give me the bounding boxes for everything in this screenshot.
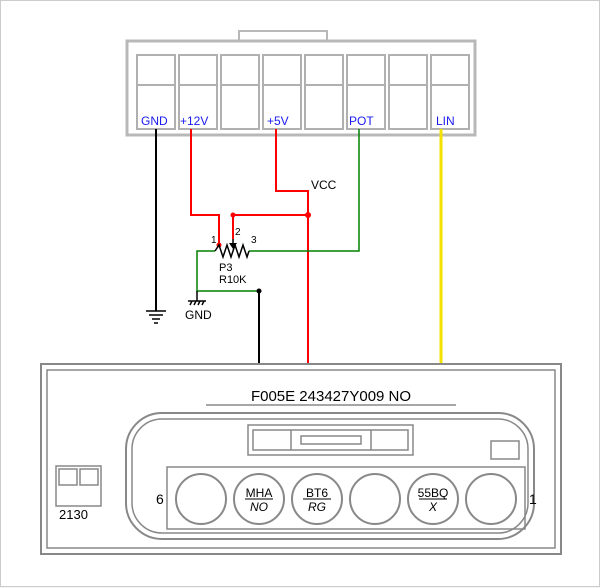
wire-pot-tap xyxy=(233,215,308,239)
pin-index-left: 6 xyxy=(156,491,164,507)
pin2-bot: NO xyxy=(250,500,268,514)
pin-label-pot: POT xyxy=(349,114,374,128)
pot-ref: P3 xyxy=(219,262,232,274)
pot-pin-1: 1 xyxy=(211,235,217,246)
label-vcc: VCC xyxy=(311,178,337,192)
diagram-svg: GND +12V +5V POT LIN VCC 1 2 3 P3 R10K G… xyxy=(1,1,600,588)
pin-label-lin: LIN xyxy=(436,114,455,128)
label-gnd: GND xyxy=(185,308,212,322)
pin5-bot: X xyxy=(428,500,438,514)
top-connector: GND +12V +5V POT LIN xyxy=(127,31,475,135)
pin3-bot: RG xyxy=(308,500,326,514)
pin-label-gnd: GND xyxy=(141,114,168,128)
module-side-block xyxy=(56,466,101,506)
wire-12v xyxy=(191,129,219,245)
pin-label-5v: +5V xyxy=(267,114,289,128)
pin-index-right: 1 xyxy=(529,491,537,507)
pin3-top: BT6 xyxy=(306,486,328,500)
pot-val: R10K xyxy=(219,274,247,286)
module-side-label: 2130 xyxy=(59,507,88,522)
pot-pin-3: 3 xyxy=(251,235,257,246)
pin-label-12v: +12V xyxy=(180,114,208,128)
gnd-symbol-pot xyxy=(188,291,206,305)
bottom-module: F005E 243427Y009 NO 2130 6 1 MHA NO BT6 xyxy=(41,364,561,554)
wiring-diagram: GND +12V +5V POT LIN VCC 1 2 3 P3 R10K G… xyxy=(0,0,600,587)
pin5-top: 55BQ xyxy=(418,486,449,500)
pin2-top: MHA xyxy=(246,486,273,500)
gnd-symbol-left xyxy=(146,311,166,323)
module-part-number: F005E 243427Y009 NO xyxy=(251,388,411,405)
pot-pin-2: 2 xyxy=(235,227,241,238)
